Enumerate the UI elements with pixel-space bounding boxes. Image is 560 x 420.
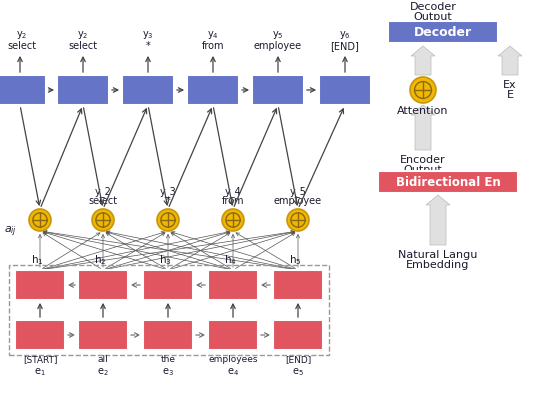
Text: [START]: [START] [23, 355, 57, 364]
Text: select: select [7, 41, 36, 51]
Text: y$_2$: y$_2$ [16, 29, 27, 41]
FancyBboxPatch shape [273, 270, 323, 300]
FancyArrow shape [426, 195, 450, 245]
Text: from: from [222, 196, 244, 206]
FancyBboxPatch shape [319, 75, 371, 105]
FancyBboxPatch shape [78, 320, 128, 350]
Text: Attention: Attention [397, 106, 449, 116]
Text: e$_2$: e$_2$ [97, 366, 109, 378]
Text: [END]: [END] [285, 355, 311, 364]
FancyBboxPatch shape [122, 75, 174, 105]
Text: e$_5$: e$_5$ [292, 366, 304, 378]
Text: h$_2$: h$_2$ [94, 253, 106, 267]
Text: Embedding: Embedding [407, 260, 470, 270]
FancyArrow shape [411, 46, 435, 75]
FancyBboxPatch shape [273, 320, 323, 350]
Text: employee: employee [254, 41, 302, 51]
Circle shape [29, 209, 51, 231]
Text: y$_6$: y$_6$ [339, 29, 351, 41]
Text: Encoder: Encoder [400, 155, 446, 165]
Text: h$_4$: h$_4$ [223, 253, 236, 267]
Text: y$_5$: y$_5$ [272, 29, 284, 41]
FancyBboxPatch shape [378, 171, 518, 193]
Text: e$_3$: e$_3$ [162, 366, 174, 378]
Text: E: E [506, 90, 514, 100]
FancyArrow shape [498, 46, 522, 75]
Circle shape [287, 209, 309, 231]
FancyBboxPatch shape [57, 75, 109, 105]
FancyBboxPatch shape [0, 75, 46, 105]
Text: employee: employee [274, 196, 322, 206]
Text: Decoder: Decoder [409, 2, 456, 12]
Text: h$_3$: h$_3$ [158, 253, 171, 267]
Text: y_3: y_3 [160, 186, 176, 197]
FancyBboxPatch shape [187, 75, 239, 105]
FancyBboxPatch shape [252, 75, 304, 105]
FancyBboxPatch shape [208, 320, 258, 350]
FancyArrow shape [411, 105, 435, 150]
Text: Decoder: Decoder [414, 26, 472, 39]
Text: y$_2$: y$_2$ [77, 29, 88, 41]
Text: the: the [161, 355, 175, 364]
Text: employees: employees [208, 355, 258, 364]
Text: select: select [88, 196, 118, 206]
Text: Ex: Ex [503, 80, 517, 90]
Circle shape [157, 209, 179, 231]
Text: *: * [166, 196, 170, 206]
FancyBboxPatch shape [143, 320, 193, 350]
FancyBboxPatch shape [78, 270, 128, 300]
Text: select: select [68, 41, 97, 51]
Text: [END]: [END] [330, 41, 360, 51]
FancyBboxPatch shape [388, 21, 498, 43]
Text: e$_1$: e$_1$ [34, 366, 46, 378]
Text: y$_4$: y$_4$ [207, 29, 219, 41]
Text: y$_3$: y$_3$ [142, 29, 154, 41]
Text: e$_4$: e$_4$ [227, 366, 239, 378]
Circle shape [222, 209, 244, 231]
Text: h$_5$: h$_5$ [289, 253, 301, 267]
Text: Output: Output [404, 165, 442, 175]
FancyBboxPatch shape [15, 270, 65, 300]
Circle shape [92, 209, 114, 231]
Text: Natural Langu: Natural Langu [398, 250, 478, 260]
Text: Bidirectional En: Bidirectional En [395, 176, 501, 189]
Text: y_4: y_4 [225, 186, 241, 197]
Text: Output: Output [414, 12, 452, 22]
Text: y_5: y_5 [290, 186, 306, 197]
Text: y_2: y_2 [95, 186, 111, 197]
FancyBboxPatch shape [143, 270, 193, 300]
Text: *: * [146, 41, 151, 51]
Text: h$_1$: h$_1$ [31, 253, 43, 267]
Text: from: from [202, 41, 224, 51]
Circle shape [410, 77, 436, 103]
Text: $a_{ij}$: $a_{ij}$ [4, 225, 17, 239]
Text: all: all [97, 355, 109, 364]
FancyBboxPatch shape [208, 270, 258, 300]
FancyBboxPatch shape [15, 320, 65, 350]
